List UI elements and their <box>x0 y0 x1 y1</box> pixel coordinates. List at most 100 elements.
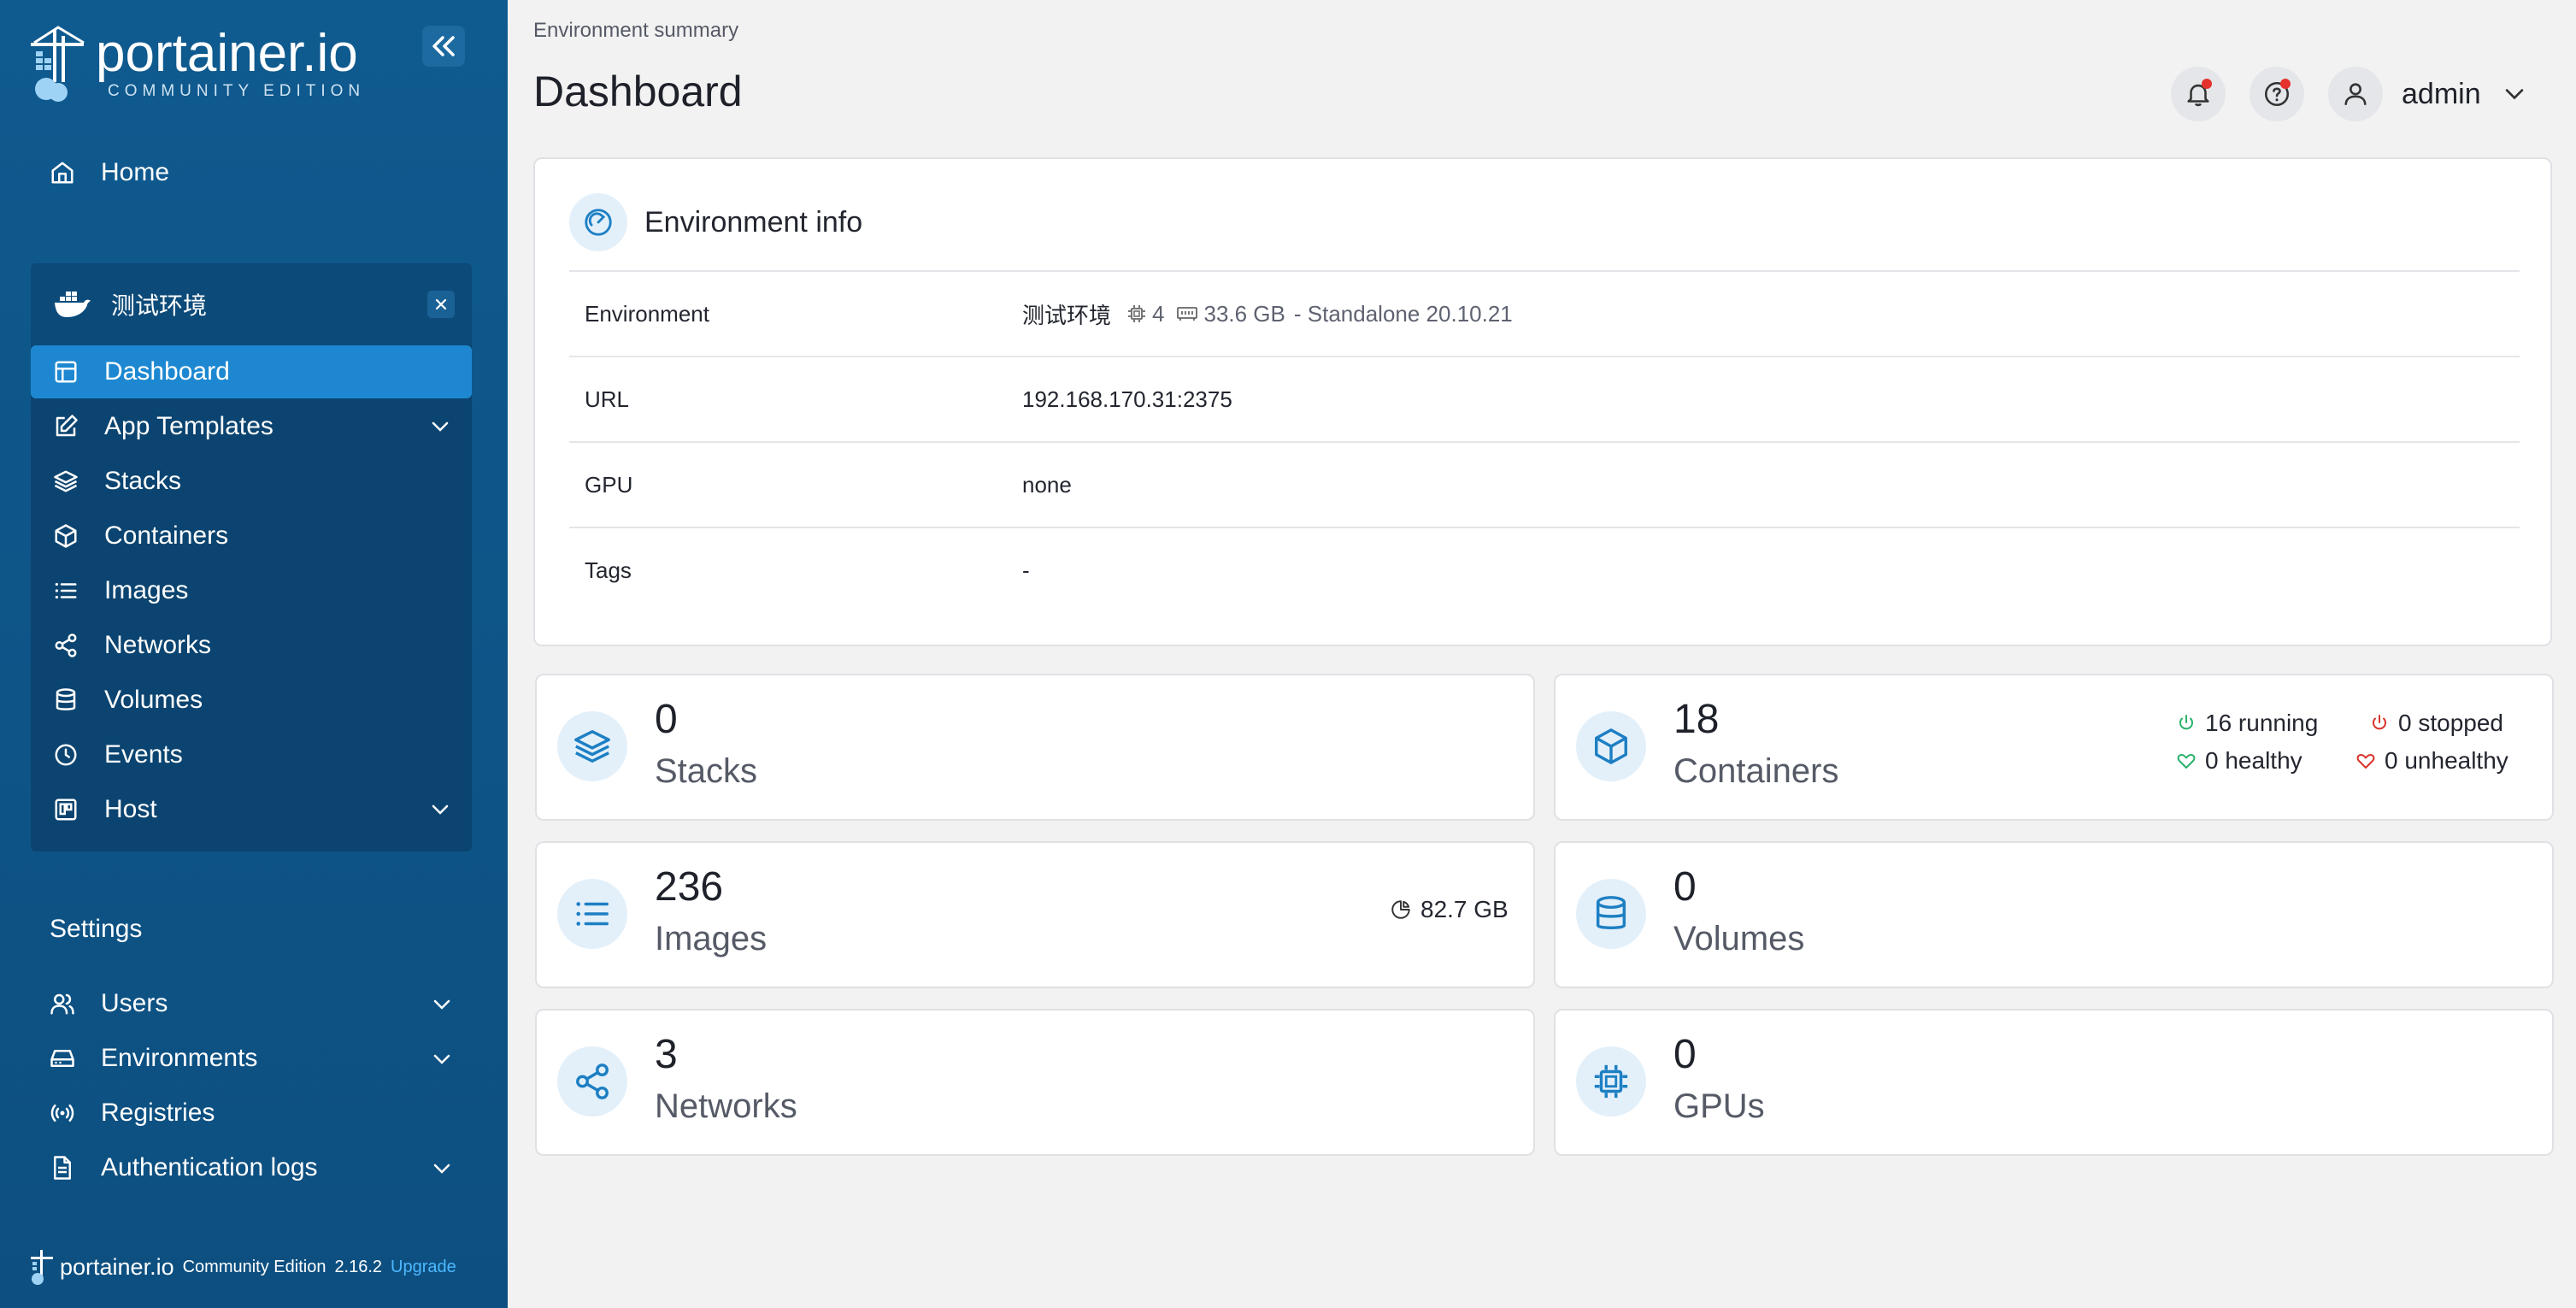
sidebar-item-label: Networks <box>104 631 212 659</box>
list-icon <box>576 902 609 926</box>
footer-version: 2.16.2 <box>334 1257 383 1276</box>
power-icon <box>2373 715 2386 730</box>
chevron-down-icon <box>432 421 449 432</box>
sidebar-item-home[interactable]: Home <box>50 156 169 190</box>
sidebar-item-images[interactable]: Images <box>31 564 472 617</box>
sidebar-item-label: Host <box>104 795 157 823</box>
user-menu-name[interactable]: admin <box>2402 77 2481 110</box>
chevron-down-icon[interactable] <box>2503 85 2526 103</box>
docker-icon <box>55 292 91 317</box>
memory-icon <box>1177 307 1198 321</box>
info-value: none <box>1022 471 1072 498</box>
portainer-logo-icon <box>31 26 85 102</box>
box-icon <box>1595 728 1627 764</box>
header-actions: admin <box>2171 67 2526 121</box>
info-value: 192.168.170.31:2375 <box>1022 386 1232 412</box>
footer-brand: portainer.io <box>60 1253 174 1280</box>
sidebar-item-label: Users <box>101 989 168 1017</box>
portainer-logo-icon <box>31 1250 53 1285</box>
sidebar-item-environments[interactable]: Environments <box>50 1038 460 1079</box>
sidebar-item-dashboard[interactable]: Dashboard <box>31 345 472 398</box>
sidebar-item-events[interactable]: Events <box>31 728 472 781</box>
notifications-button[interactable] <box>2171 67 2226 121</box>
stacks-card[interactable]: 0 Stacks <box>535 674 1535 821</box>
info-value: 测试环境 4 33.6 GB - Standalone 20.10.21 <box>1022 298 1513 330</box>
help-button[interactable] <box>2250 67 2304 121</box>
networks-count: 3 <box>655 1032 678 1077</box>
volumes-card[interactable]: 0 Volumes <box>1554 841 2554 988</box>
gauge-icon <box>585 209 612 236</box>
info-label: Tags <box>585 557 632 583</box>
info-row-url: URL 192.168.170.31:2375 <box>569 356 2520 441</box>
sidebar-item-label: Dashboard <box>104 357 230 386</box>
hdd-icon <box>50 1050 74 1067</box>
stacks-count: 0 <box>655 697 678 742</box>
info-value: - <box>1022 557 1030 583</box>
environment-info-title: Environment info <box>644 205 863 239</box>
close-icon <box>435 298 447 310</box>
sidebar-item-containers[interactable]: Containers <box>31 510 472 563</box>
environment-info-card: Environment info Environment 测试环境 4 33.6… <box>533 157 2552 646</box>
heart-icon <box>2177 754 2196 769</box>
images-icon-wrap <box>557 879 627 949</box>
info-label: URL <box>585 386 630 412</box>
images-label: Images <box>655 920 768 957</box>
sidebar-item-app-templates[interactable]: App Templates <box>31 400 472 453</box>
gpus-card: 0 GPUs <box>1554 1009 2554 1156</box>
networks-icon-wrap <box>557 1046 627 1117</box>
brand-subtitle: COMMUNITY EDITION <box>108 82 366 100</box>
containers-count: 18 <box>1673 697 1720 742</box>
running-count: 16 running <box>2205 710 2319 736</box>
chevron-down-icon <box>433 1164 450 1174</box>
share-icon <box>576 1063 609 1099</box>
networks-card[interactable]: 3 Networks <box>535 1009 1535 1156</box>
environment-section: 测试环境 Dashboard App Templates <box>31 263 472 851</box>
close-environment-button[interactable] <box>427 291 455 318</box>
sidebar-item-label: Environments <box>101 1044 258 1072</box>
images-card[interactable]: 236 Images 82.7 GB <box>535 841 1535 988</box>
environment-name: 测试环境 <box>111 292 208 319</box>
containers-unhealthy: 0 unhealthy <box>2355 747 2508 775</box>
cpu-icon <box>1128 305 1146 322</box>
sidebar: portainer.io COMMUNITY EDITION Home 测试环境 <box>0 0 508 1308</box>
gauge-icon-wrap <box>569 193 627 251</box>
sidebar-item-label: Home <box>101 158 170 186</box>
share-icon <box>55 633 77 657</box>
sidebar-item-label: Stacks <box>104 467 182 495</box>
sidebar-item-volumes[interactable]: Volumes <box>31 674 472 727</box>
images-size-value: 82.7 GB <box>1420 896 1509 922</box>
breadcrumb[interactable]: Environment summary <box>533 19 739 42</box>
memory-size: 33.6 GB <box>1203 300 1285 327</box>
images-size: 82.7 GB <box>1390 896 1509 923</box>
containers-card[interactable]: 18 Containers 16 running 0 stopped 0 hea… <box>1554 674 2554 821</box>
sidebar-item-networks[interactable]: Networks <box>31 619 472 672</box>
sidebar-item-stacks[interactable]: Stacks <box>31 455 472 508</box>
info-row-environment: Environment 测试环境 4 33.6 GB - Standalone … <box>569 270 2520 356</box>
environment-name: 测试环境 <box>1022 302 1112 328</box>
sidebar-item-users[interactable]: Users <box>50 983 460 1024</box>
database-icon <box>1596 896 1626 930</box>
home-icon <box>51 162 74 184</box>
power-icon <box>2179 715 2193 730</box>
sidebar-item-label: Images <box>104 576 189 604</box>
layers-icon <box>54 470 78 492</box>
sidebar-item-host[interactable]: Host <box>31 783 472 836</box>
images-count: 236 <box>655 864 724 910</box>
portainer-logo[interactable]: portainer.io COMMUNITY EDITION <box>27 24 365 104</box>
user-avatar[interactable] <box>2328 67 2383 121</box>
notification-dot <box>2202 79 2212 89</box>
cpu-count: 4 <box>1152 300 1165 327</box>
chevron-down-icon <box>433 1054 450 1064</box>
volumes-label: Volumes <box>1673 920 1805 957</box>
sidebar-item-label: Events <box>104 740 183 769</box>
sidebar-item-authentication-logs[interactable]: Authentication logs <box>50 1147 460 1188</box>
settings-heading: Settings <box>50 915 143 943</box>
sidebar-item-label: App Templates <box>104 412 273 440</box>
containers-healthy: 0 healthy <box>2176 747 2303 775</box>
sidebar-item-label: Containers <box>104 521 229 550</box>
sidebar-item-registries[interactable]: Registries <box>50 1093 460 1134</box>
unhealthy-count: 0 unhealthy <box>2385 747 2508 774</box>
upgrade-link[interactable]: Upgrade <box>391 1257 456 1276</box>
collapse-sidebar-button[interactable] <box>422 26 465 67</box>
environment-header: 测试环境 <box>31 263 472 345</box>
